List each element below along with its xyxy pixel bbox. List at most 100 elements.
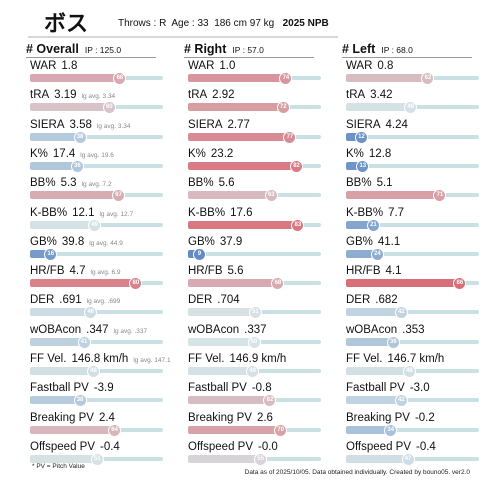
stat-name: SIERA <box>30 118 65 131</box>
column-title: # Overall IP : 125.0 <box>26 42 121 56</box>
percentile-track: 48 <box>346 365 479 378</box>
percentile-badge: 68 <box>113 72 127 85</box>
column-title-underline <box>342 57 472 58</box>
stat-row: WAR 1.0 74 <box>186 60 334 94</box>
stat-value: 39.8 <box>61 235 85 248</box>
stat-value: .337 <box>244 323 267 336</box>
percentile-badge: 49 <box>88 218 102 232</box>
league-average: lg avg. 7.2 <box>81 181 112 189</box>
stat-name: Breaking PV <box>30 411 94 424</box>
column-title: # Left IP : 68.0 <box>342 42 413 56</box>
percentile-badge: 67 <box>112 189 126 203</box>
stat-label: K-BB% 7.7 <box>346 207 404 219</box>
percentile-fill <box>346 249 378 258</box>
stat-value: .704 <box>217 294 240 307</box>
stat-name: K% <box>188 147 206 160</box>
percentile-track: 42 <box>346 394 479 408</box>
percentile-fill <box>346 132 362 141</box>
percentile-track: 38 <box>30 394 163 408</box>
percentile-badge: 82 <box>290 159 304 173</box>
percentile-fill <box>30 74 121 82</box>
percentile-badge: 80 <box>129 277 143 291</box>
stat-value: 2.6 <box>256 411 273 424</box>
stat-row: GB% 39.8 lg avg. 44.9 16 <box>28 236 176 270</box>
percentile-badge: 9 <box>192 247 206 261</box>
stat-row: Fastball PV -3.0 42 <box>344 382 480 416</box>
stat-name: WAR <box>188 60 215 72</box>
percentile-track: 49 <box>346 101 479 115</box>
stat-label: Offspeed PV -0.4 <box>346 441 436 453</box>
stat-name: GB% <box>188 235 215 248</box>
stat-name: GB% <box>30 235 57 248</box>
percentile-badge: 47 <box>401 452 415 466</box>
percentile-badge: 70 <box>274 423 288 437</box>
percentile-track: 55 <box>188 452 321 466</box>
stat-value: .347 <box>86 323 109 336</box>
percentile-badge: 74 <box>279 72 293 85</box>
percentile-fill <box>188 425 282 434</box>
percentile-badge: 68 <box>271 277 285 291</box>
stat-row: DER .682 42 <box>344 294 480 328</box>
percentile-fill <box>30 425 116 434</box>
percentile-track: 42 <box>346 306 479 320</box>
stat-label: wOBAcon .353 <box>346 324 425 336</box>
stat-name: SIERA <box>188 118 223 131</box>
percentile-track: 13 <box>346 159 479 173</box>
percentile-badge: 62 <box>263 394 277 408</box>
percentile-fill <box>346 220 374 229</box>
stat-name: Breaking PV <box>188 411 252 424</box>
stat-row: K-BB% 7.7 21 <box>344 207 480 241</box>
percentile-track: 83 <box>188 218 321 232</box>
stat-label: tRA 3.42 <box>346 89 393 101</box>
percentile-fill <box>188 396 271 405</box>
percentile-fill <box>346 367 410 375</box>
stat-value: -3.0 <box>409 382 430 395</box>
split-column-2: # Left IP : 68.0 WAR 0.8 62 tRA 3.42 49 SIERA 4.2… <box>342 40 480 470</box>
stat-value: 3.42 <box>370 89 393 102</box>
stat-label: tRA 3.19 lg avg. 3.34 <box>30 89 115 101</box>
column-title-text: # Overall <box>26 42 79 56</box>
stat-value: 146.9 km/h <box>229 353 287 365</box>
stat-name: BB% <box>346 177 372 190</box>
stat-name: HR/FB <box>30 265 65 278</box>
stat-value: 12.8 <box>368 147 392 160</box>
column-title-text: # Left <box>342 42 376 56</box>
stat-row: wOBAcon .337 50 <box>186 324 334 358</box>
stat-row: FF Vel. 146.8 km/h lg avg. 147.1 48 <box>28 353 176 387</box>
stat-name: K-BB% <box>346 206 384 219</box>
percentile-badge: 83 <box>291 218 305 232</box>
stat-label: FF Vel. 146.8 km/h lg avg. 147.1 <box>30 353 171 365</box>
stat-label: GB% 37.9 <box>188 236 242 248</box>
credit: Data as of 2025/10/05. Data obtained ind… <box>244 469 470 476</box>
stat-label: tRA 2.92 <box>188 89 235 101</box>
stat-name: Offspeed PV <box>30 440 95 453</box>
player-meta: Throws : R Age : 33 186 cm 97 kg 2025 NP… <box>118 18 329 29</box>
stat-label: K-BB% 12.1 lg avg. 12.7 <box>30 207 133 219</box>
percentile-badge: 12 <box>354 130 368 144</box>
percentile-track: 12 <box>346 130 479 144</box>
stat-value: 5.1 <box>376 177 393 190</box>
stat-name: Fastball PV <box>188 382 247 395</box>
percentile-badge: 72 <box>276 101 290 115</box>
stat-row: K% 17.4 lg avg. 19.6 36 <box>28 148 176 182</box>
percentile-badge: 49 <box>246 365 260 378</box>
stat-name: HR/FB <box>346 265 381 278</box>
percentile-badge: 49 <box>404 101 418 115</box>
stat-label: Breaking PV 2.4 <box>30 412 115 424</box>
stat-value: .353 <box>402 323 425 336</box>
stat-name: DER <box>346 294 371 307</box>
stat-value: .691 <box>59 294 82 307</box>
percentile-badge: 63 <box>264 189 278 203</box>
stat-value: 5.6 <box>227 265 244 278</box>
stat-value: 2.77 <box>227 118 250 131</box>
stat-value: 3.58 <box>69 118 92 131</box>
stat-value: 2.4 <box>98 411 115 424</box>
stat-label: DER .704 <box>188 294 240 306</box>
column-title-text: # Right <box>184 42 227 56</box>
percentile-badge: 71 <box>433 189 447 203</box>
stat-name: K-BB% <box>188 206 226 219</box>
stat-label: GB% 41.1 <box>346 236 400 248</box>
stat-label: K% 23.2 <box>188 148 233 160</box>
stat-label: Fastball PV -3.9 <box>30 382 114 394</box>
percentile-fill <box>30 220 96 229</box>
